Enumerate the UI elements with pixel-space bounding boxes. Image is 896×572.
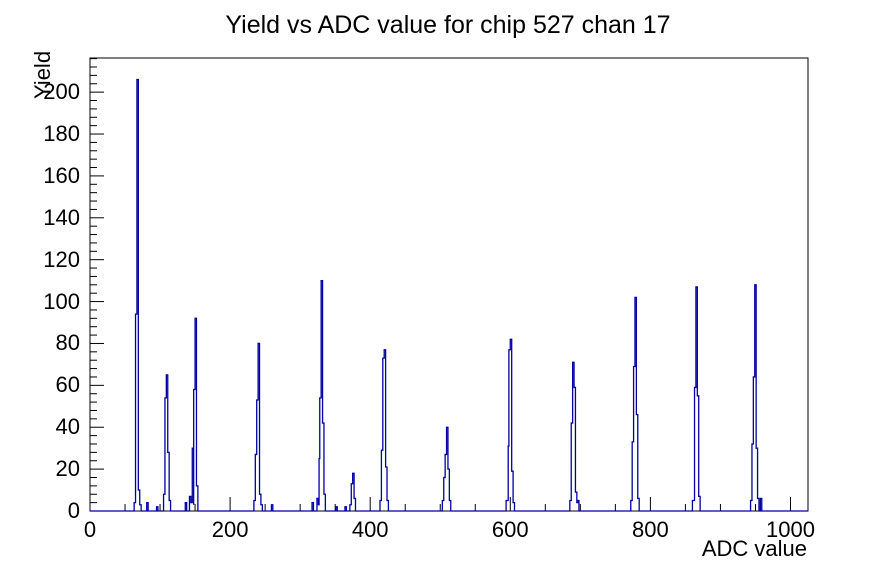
x-tick-label: 800 bbox=[632, 517, 669, 542]
x-tick-label: 400 bbox=[351, 517, 389, 542]
y-tick-label: 180 bbox=[43, 121, 80, 147]
x-tick-label: 600 bbox=[491, 517, 529, 542]
y-tick-label: 200 bbox=[43, 79, 80, 105]
y-tick-label: 140 bbox=[43, 204, 80, 230]
y-tick-label: 100 bbox=[43, 288, 80, 314]
y-tick-label: 160 bbox=[43, 162, 80, 188]
x-axis-title: ADC value bbox=[701, 536, 807, 561]
y-tick-label: 40 bbox=[55, 414, 80, 440]
y-tick-label: 120 bbox=[43, 246, 80, 272]
y-tick-label: 0 bbox=[67, 498, 80, 523]
y-tick-label: 60 bbox=[55, 372, 80, 398]
x-tick-label: 1000 bbox=[766, 517, 815, 542]
x-tick-label: 0 bbox=[83, 517, 97, 542]
axis-ticks bbox=[89, 58, 791, 512]
y-tick-label: 80 bbox=[55, 330, 80, 356]
histogram-line bbox=[90, 78, 808, 512]
plot-title: Yield vs ADC value for chip 527 chan 17 bbox=[225, 11, 671, 39]
y-tick-label: 20 bbox=[55, 456, 80, 482]
y-axis-title: Yield bbox=[30, 50, 55, 100]
plot-frame bbox=[89, 57, 809, 512]
x-tick-label: 200 bbox=[211, 517, 249, 542]
